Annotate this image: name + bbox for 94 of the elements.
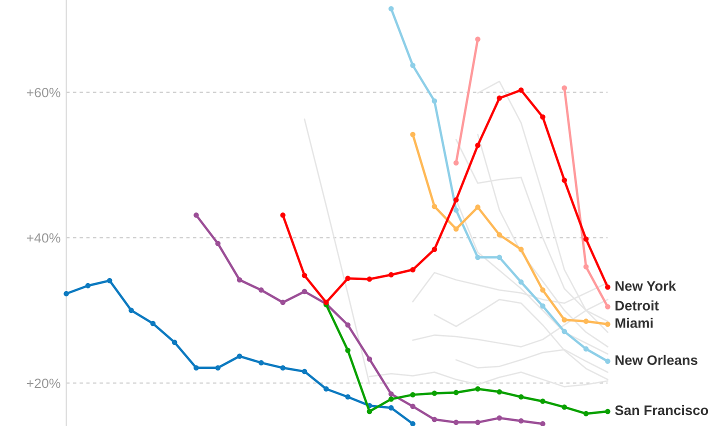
point [106,278,112,284]
point [453,390,459,396]
point [128,308,134,314]
point [150,320,156,326]
point [410,132,416,138]
point [583,236,589,242]
point [540,398,546,404]
point [518,394,524,400]
point [366,408,372,414]
point [280,300,286,306]
point [215,240,221,246]
point [475,36,480,42]
point [518,418,524,424]
point [432,390,438,396]
point [583,264,589,270]
y-tick-label: +20% [26,378,60,388]
point [475,204,480,210]
point [410,421,416,426]
point [475,386,480,392]
point [388,405,394,410]
point [562,178,568,183]
point [432,416,438,422]
point [388,272,394,278]
point [194,365,199,370]
point [475,142,480,148]
point [432,246,438,252]
point [280,212,286,218]
point [302,272,308,278]
point [605,304,610,310]
point [410,392,416,398]
point [496,389,502,394]
point [432,204,438,210]
point [388,396,394,402]
series-label: New Orleans [616,354,698,365]
point [453,207,459,213]
point [562,328,568,334]
point [475,254,480,260]
series-label: Detroit [616,300,659,310]
point [410,267,416,272]
point [236,354,242,359]
point [605,408,610,414]
point [518,88,524,93]
point [583,411,589,416]
point [345,322,350,328]
point [432,98,438,104]
point [540,421,546,426]
point [605,322,610,327]
series-label: New York [616,280,676,291]
point [388,6,394,12]
point [453,197,459,203]
point [540,287,546,293]
point [605,284,610,290]
point [583,318,589,324]
point [388,391,394,397]
point [562,317,568,323]
point [366,356,372,362]
point [345,394,350,400]
point [475,420,480,426]
point [540,114,546,120]
point [453,226,459,232]
point [324,386,329,392]
point [453,160,459,166]
point [302,288,308,294]
series-label: Miami [616,318,653,328]
point [215,365,221,370]
point [583,346,589,352]
point [64,291,69,296]
point [410,62,416,68]
point [194,212,199,218]
point [410,404,416,410]
point [236,277,242,283]
point [518,246,524,252]
point [562,404,568,410]
point [496,415,502,421]
point [605,358,610,364]
y-tick-label: +40% [26,233,60,243]
series-label: San Francisco [615,405,708,416]
point [496,96,502,101]
point [366,276,372,282]
y-tick-label: +60% [26,88,60,98]
point [172,340,178,346]
point [85,283,91,288]
point [540,303,546,309]
point [345,276,350,282]
point [453,420,459,426]
point [258,360,264,366]
point [518,279,524,285]
point [258,287,264,293]
point [496,254,502,260]
point [562,85,568,91]
point [280,365,286,370]
point [302,368,308,374]
point [345,348,350,354]
point [496,232,502,238]
